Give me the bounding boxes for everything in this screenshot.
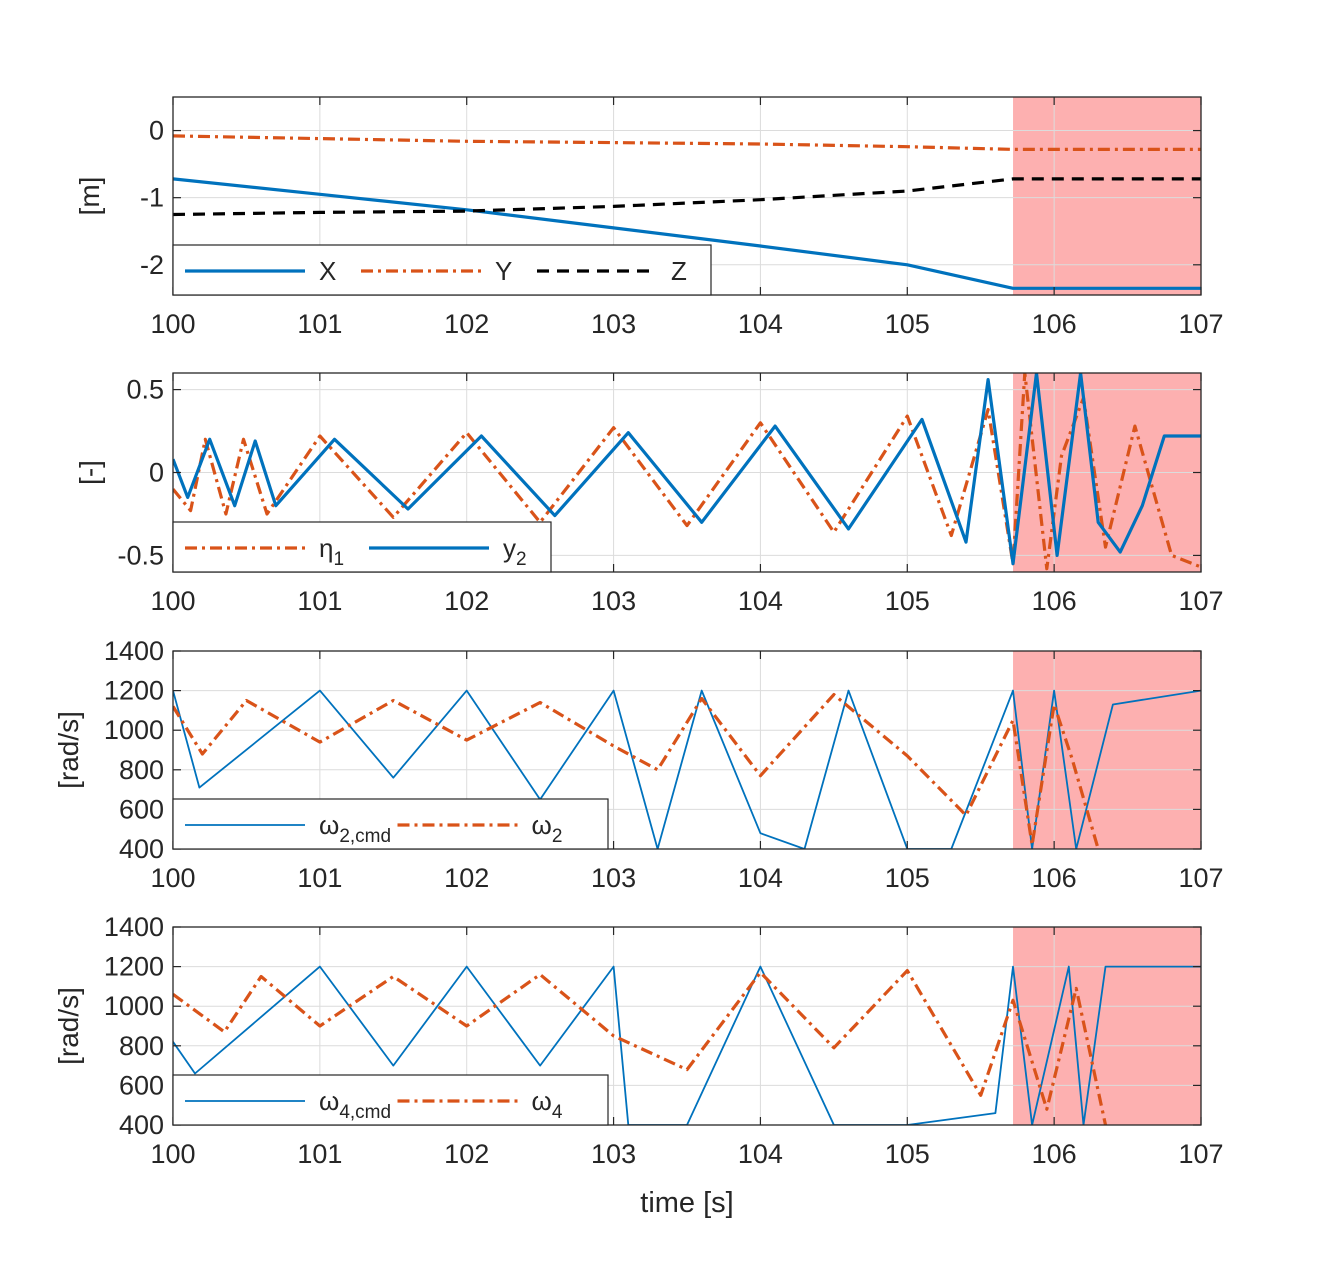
x-axis-label: time [s]	[640, 1187, 733, 1219]
series-line-1	[173, 177, 1201, 290]
y-tick-label: -2	[140, 250, 164, 280]
x-tick-label: 102	[444, 586, 489, 616]
x-tick-label: 101	[297, 1139, 342, 1169]
x-tick-label: 101	[297, 863, 342, 893]
y-axis-label: [-]	[74, 460, 105, 485]
x-tick-label: 105	[885, 586, 930, 616]
series-line-1	[173, 373, 1201, 571]
legend-box	[172, 1074, 609, 1126]
series-line-2	[173, 968, 1108, 1125]
series-line-3	[173, 177, 1201, 217]
x-tick-label: 106	[1032, 863, 1077, 893]
axes-frame	[172, 926, 1202, 1126]
x-tick-label: 106	[1032, 586, 1077, 616]
x-tick-label: 100	[150, 863, 195, 893]
y-tick-label: 400	[119, 834, 164, 864]
x-tick-label: 103	[591, 863, 636, 893]
x-tick-label: 105	[885, 309, 930, 339]
legend-label-subscript: 4	[552, 1102, 563, 1123]
y-tick-label: 600	[119, 794, 164, 824]
legend-box	[172, 798, 609, 850]
legend-label-subscript: 4,cmd	[339, 1102, 391, 1123]
y-tick-label: 600	[119, 1070, 164, 1100]
shaded-region	[1013, 97, 1201, 295]
x-tick-label: 103	[591, 586, 636, 616]
series-line-1	[173, 965, 1201, 1125]
y-tick-label: 0	[149, 458, 164, 488]
x-tick-label: 103	[591, 1139, 636, 1169]
x-tick-label: 106	[1032, 309, 1077, 339]
y-tick-label: 1200	[104, 676, 164, 706]
y-tick-label: 1200	[104, 952, 164, 982]
x-tick-label: 101	[297, 309, 342, 339]
y-tick-label: 400	[119, 1110, 164, 1140]
y-tick-label: -0.5	[117, 540, 164, 570]
x-tick-label: 102	[444, 863, 489, 893]
y-tick-label: 1000	[104, 991, 164, 1021]
shaded-region	[1013, 651, 1201, 849]
x-tick-label: 104	[738, 1139, 783, 1169]
y-tick-label: 800	[119, 1031, 164, 1061]
x-tick-label: 107	[1178, 586, 1223, 616]
x-tick-label: 103	[591, 309, 636, 339]
y-tick-label: 1400	[104, 636, 164, 666]
y-axis-label: [rad/s]	[53, 987, 84, 1065]
y-tick-label: 800	[119, 755, 164, 785]
series-line-2	[173, 692, 1100, 849]
legend-label-subscript: 2	[552, 826, 563, 847]
y-tick-label: 1400	[104, 912, 164, 942]
x-tick-label: 102	[444, 309, 489, 339]
panel-4: 100 101 102 103 104 105 106 107 1400 1200 1000 800 6…	[53, 912, 1224, 1169]
y-tick-label: 0	[149, 116, 164, 146]
legend-label-subscript: 1	[333, 549, 344, 570]
y-axis-label: [rad/s]	[53, 711, 84, 789]
series-line-1	[173, 689, 1201, 849]
legend-label: X	[319, 256, 336, 286]
x-tick-label: 100	[150, 1139, 195, 1169]
x-tick-label: 100	[150, 309, 195, 339]
x-tick-label: 100	[150, 586, 195, 616]
y-tick-label: 0.5	[126, 375, 164, 405]
x-tick-label: 105	[885, 1139, 930, 1169]
x-tick-label: 107	[1178, 309, 1223, 339]
legend-label: Z	[671, 256, 687, 286]
legend-label-subscript: 2,cmd	[339, 826, 391, 847]
x-tick-label: 107	[1178, 1139, 1223, 1169]
panel-3: 100 101 102 103 104 105 106 107 1400 1200 1000 800 6…	[53, 636, 1224, 893]
legend-label-subscript: 2	[516, 549, 527, 570]
series-line-2	[173, 373, 1201, 566]
x-tick-label: 102	[444, 1139, 489, 1169]
x-tick-label: 101	[297, 586, 342, 616]
x-tick-label: 105	[885, 863, 930, 893]
x-tick-label: 104	[738, 863, 783, 893]
legend-label: Y	[495, 256, 512, 286]
shaded-region	[1013, 927, 1201, 1125]
y-tick-label: 1000	[104, 715, 164, 745]
y-axis-label: [m]	[74, 177, 105, 216]
x-tick-label: 107	[1178, 863, 1223, 893]
y-tick-label: -1	[140, 183, 164, 213]
axes-frame	[172, 650, 1202, 850]
x-tick-label: 106	[1032, 1139, 1077, 1169]
x-tick-label: 104	[738, 586, 783, 616]
panel-1: 100 101 102 103 104 105 106 107 0 -1 -2 [m] X Y Z	[74, 96, 1224, 339]
x-tick-label: 104	[738, 309, 783, 339]
